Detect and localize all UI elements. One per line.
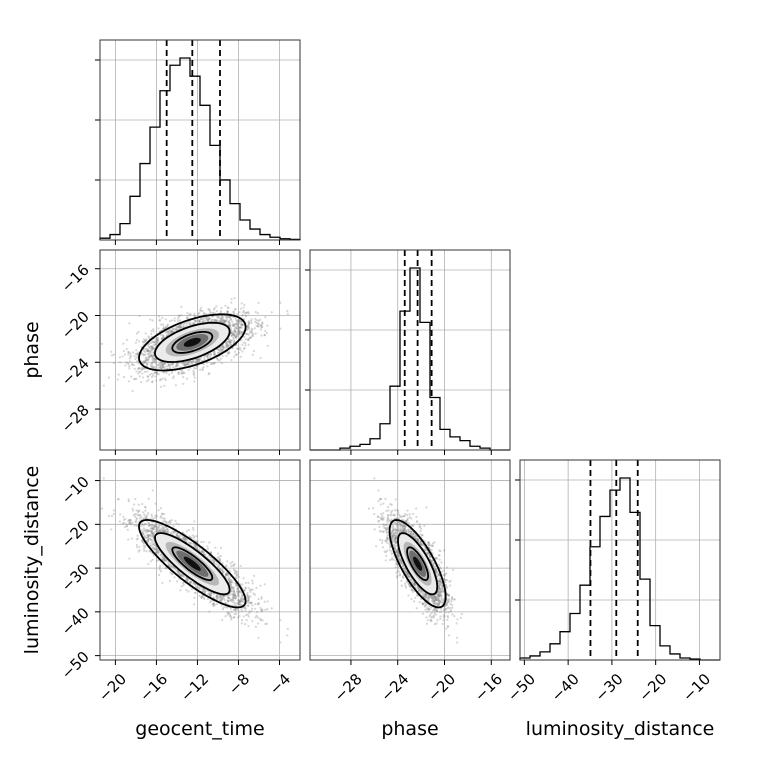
density-level-3	[183, 337, 201, 347]
y-ticks-phase: −28 −24 −20 −16	[58, 261, 100, 436]
x-tick-label: −40	[548, 670, 583, 705]
contour-2	[171, 331, 214, 354]
contour-1	[154, 321, 231, 363]
x-ticks-geocent_time	[114, 240, 280, 245]
x-tick-label: −4	[266, 670, 294, 698]
x-ticks-phase: −28 −24 −20 −16	[331, 660, 506, 705]
density-level-3	[413, 556, 423, 571]
x-tick-label: −30	[592, 670, 627, 705]
y-tick-label: −16	[58, 261, 93, 296]
panel-hist-phase	[305, 249, 511, 451]
y-axis-label-phase: phase	[21, 321, 43, 378]
x-tick-label: −16	[136, 670, 171, 705]
y-ticks-luminosity_distance: −50 −40 −30 −20 −10	[58, 473, 100, 683]
x-tick-label: −8	[225, 670, 253, 698]
contour-2	[171, 546, 214, 581]
x-tick-label: −16	[471, 670, 506, 705]
x-tick-label: −12	[177, 670, 212, 705]
contour-1	[397, 532, 439, 596]
hist-bars-luminosity_distance	[519, 477, 720, 661]
x-axis-label-phase: phase	[381, 718, 438, 740]
hist-bars-phase	[310, 267, 510, 451]
x-tick-label: −50	[504, 670, 539, 705]
panel-frame	[309, 459, 511, 661]
x-tick-label: −28	[331, 670, 366, 705]
y-tick-label: −30	[58, 560, 93, 595]
panel-2d-phase-vs-geocent_time	[99, 249, 301, 451]
x-ticks-phase	[350, 450, 492, 455]
x-ticks-luminosity_distance: −50 −40 −30 −20 −10	[504, 660, 714, 705]
x-axis-label-luminosity_distance: luminosity_distance	[526, 718, 715, 740]
panel-frame	[519, 459, 721, 661]
y-tick-label: −20	[58, 516, 93, 551]
y-tick-label: −40	[58, 604, 93, 639]
x-tick-label: −24	[377, 670, 412, 705]
panel-frame	[99, 39, 301, 241]
x-tick-label: −20	[635, 670, 670, 705]
panel-2d-luminosity_distance-vs-phase	[309, 459, 511, 661]
x-tick-label: −20	[95, 670, 130, 705]
panel-frame	[99, 249, 301, 451]
density-level-3	[183, 556, 201, 571]
y-tick-label: −20	[58, 308, 93, 343]
x-axis-label-geocent_time: geocent_time	[135, 718, 264, 740]
hist-bars-geocent_time	[99, 57, 301, 241]
panel-2d-luminosity_distance-vs-geocent_time	[99, 459, 301, 661]
contour-1	[154, 532, 231, 596]
panel-hist-geocent_time	[95, 39, 301, 241]
x-ticks-geocent_time	[114, 450, 280, 455]
x-tick-label: −20	[424, 670, 459, 705]
contour-0	[138, 519, 247, 609]
x-tick-label: −10	[679, 670, 714, 705]
contour-0	[138, 313, 247, 372]
y-axis-label-luminosity_distance: luminosity_distance	[21, 466, 43, 655]
contour-2	[406, 546, 429, 581]
y-tick-label: −50	[58, 648, 93, 683]
y-tick-label: −24	[58, 354, 93, 389]
panel-frame	[99, 459, 301, 661]
contour-0	[388, 519, 447, 609]
panel-frame	[309, 249, 511, 451]
y-tick-label: −10	[58, 473, 93, 508]
y-tick-label: −28	[58, 401, 93, 436]
x-ticks-geocent_time: −20 −16 −12 −8 −4	[95, 660, 294, 705]
panel-hist-luminosity_distance	[515, 459, 721, 661]
